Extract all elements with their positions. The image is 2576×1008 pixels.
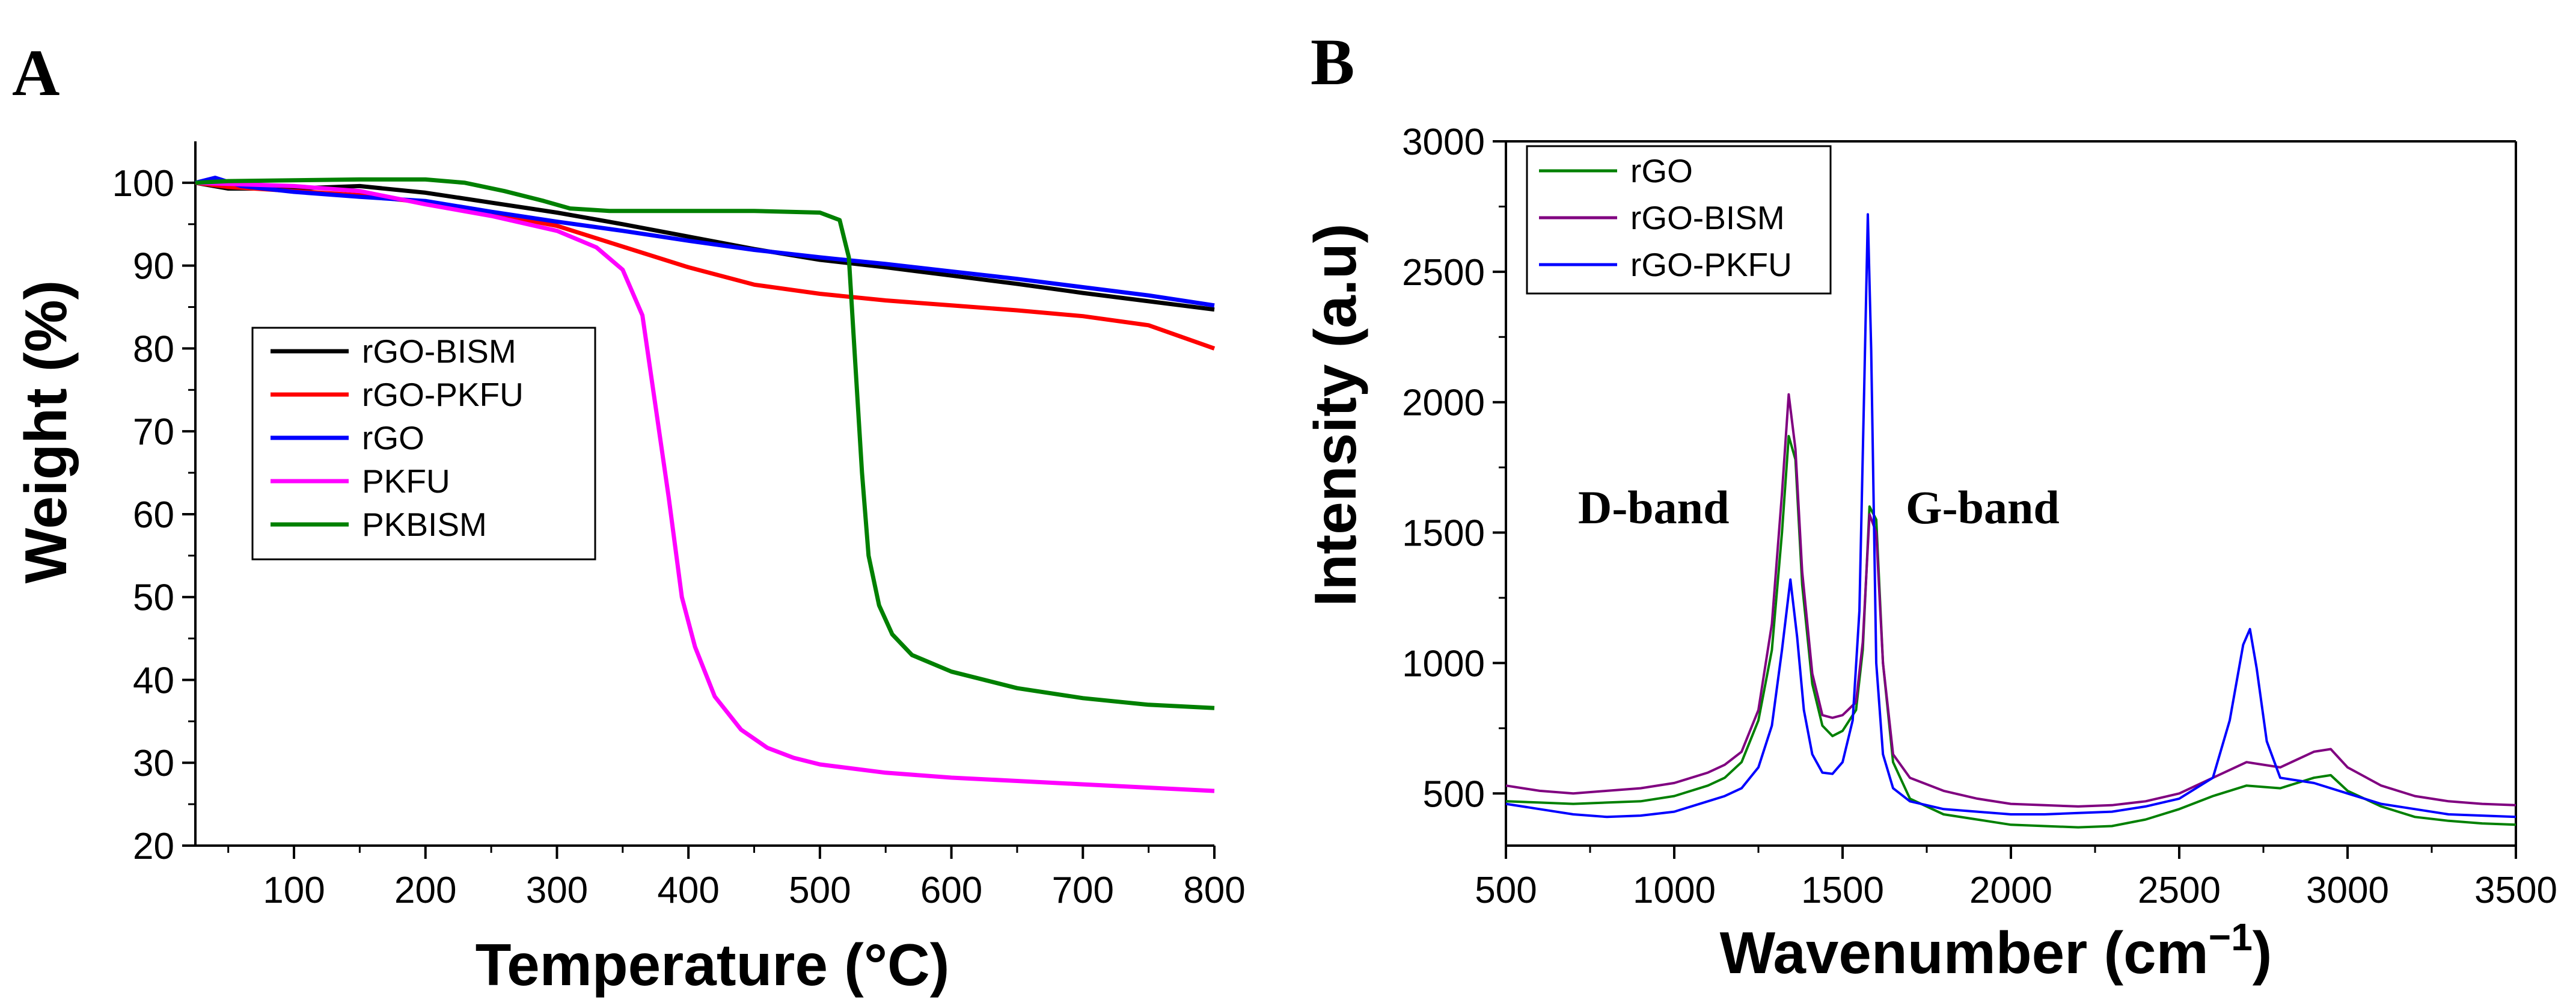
panel-b-legend: rGO rGO-BISM rGO-PKFU xyxy=(1526,145,1832,295)
panel-b-legend-label: rGO-BISM xyxy=(1630,199,1785,236)
panel-a-series-rgo-bism xyxy=(195,180,1215,312)
panel-a-x-tick-label: 700 xyxy=(1052,870,1114,911)
panel-a-series-pkbism xyxy=(195,177,1215,710)
panel-b-x-tick-label: 1500 xyxy=(1801,870,1884,911)
panel-a-x-tick-label: 800 xyxy=(1183,870,1245,911)
panel-a-y-axis-title: Weight (%) xyxy=(13,280,79,583)
panel-a-y-tick-label: 40 xyxy=(133,660,174,701)
panel-b-series xyxy=(1505,213,2516,829)
panel-a-x-tick-label: 400 xyxy=(657,870,719,911)
panel-b-letter: B xyxy=(1311,25,1354,99)
panel-b-y-tick-label: 1000 xyxy=(1402,643,1485,684)
panel-b-x-tick-label: 3000 xyxy=(2306,870,2389,911)
panel-b-series-rgo-bism xyxy=(1505,393,2516,808)
panel-a-x-tick-label: 200 xyxy=(394,870,456,911)
panel-b-x-tick-label: 2500 xyxy=(2138,870,2221,911)
panel-a: A 100 200 300 400 500 600 700 800 20 30 40 50 60 70 80… xyxy=(12,36,1246,998)
panel-a-y-tick-label: 60 xyxy=(133,494,174,536)
panel-a-letter: A xyxy=(12,36,60,109)
panel-a-series-pkfu xyxy=(195,180,1215,793)
panel-a-x-tick-label: 100 xyxy=(263,870,325,911)
panel-b-y-tick-label: 500 xyxy=(1423,773,1485,815)
panel-b-x-tick-label: 2000 xyxy=(1969,870,2052,911)
panel-a-legend-box xyxy=(251,327,596,561)
panel-a-y-tick-label: 70 xyxy=(133,411,174,453)
panel-a-series xyxy=(195,176,1216,793)
panel-a-x-tick-label: 500 xyxy=(789,870,851,911)
panel-a-y-tick-label: 90 xyxy=(133,246,174,287)
panel-b-y-tick-label: 3000 xyxy=(1402,121,1485,163)
panel-a-legend-label: PKFU xyxy=(362,463,450,500)
panel-a-y-tick-label: 30 xyxy=(133,743,174,784)
g-band-label: G-band xyxy=(1906,481,2060,533)
panel-b-x-tick-label: 1000 xyxy=(1633,870,1716,911)
panel-b-legend-label: rGO-PKFU xyxy=(1630,246,1792,283)
panel-b-y-axis-title: Intensity (a.u) xyxy=(1302,223,1368,606)
panel-a-x-tick-label: 300 xyxy=(526,870,588,911)
panel-a-legend-label: rGO-PKFU xyxy=(362,376,524,413)
panel-a-legend-label: PKBISM xyxy=(362,506,487,543)
panel-b-x-tick-label: 3500 xyxy=(2474,870,2557,911)
panel-b-x-axis-title: Wavenumber (cm−1) xyxy=(1720,915,2272,986)
panel-b-y-tick-label: 2500 xyxy=(1402,252,1485,293)
panel-a-series-rgo xyxy=(195,176,1215,308)
d-band-label: D-band xyxy=(1578,481,1729,533)
panel-b: B 500 1000 1500 2000 2500 3000 3500 500 1000 1500… xyxy=(1302,25,2557,986)
panel-a-legend: rGO-BISM rGO-PKFU rGO PKFU PKBISM xyxy=(251,327,596,561)
panel-b-y-tick-label: 2000 xyxy=(1402,383,1485,424)
panel-b-axes: 500 1000 1500 2000 2500 3000 3500 500 1000 1500 20… xyxy=(1402,121,2557,911)
panel-a-y-tick-label: 80 xyxy=(133,328,174,370)
panel-a-series-rgo-pkfu xyxy=(195,180,1216,351)
panel-b-series-rgo-pkfu xyxy=(1505,213,2516,819)
panel-a-y-tick-label: 20 xyxy=(133,826,174,867)
panel-b-legend-label: rGO xyxy=(1630,152,1693,189)
panel-b-y-tick-label: 1500 xyxy=(1402,513,1485,555)
panel-a-x-tick-label: 600 xyxy=(920,870,982,911)
panel-a-x-axis-title: Temperature (°C) xyxy=(476,932,950,998)
panel-a-y-tick-label: 50 xyxy=(133,577,174,619)
panel-a-axes: 100 200 300 400 500 600 700 800 20 30 40 50 60 70 80 90… xyxy=(112,141,1246,911)
panel-a-y-tick-label: 100 xyxy=(112,163,174,204)
panel-a-legend-label: rGO-BISM xyxy=(362,333,516,370)
panel-a-legend-label: rGO xyxy=(362,419,424,456)
panel-b-x-tick-label: 500 xyxy=(1475,870,1537,911)
